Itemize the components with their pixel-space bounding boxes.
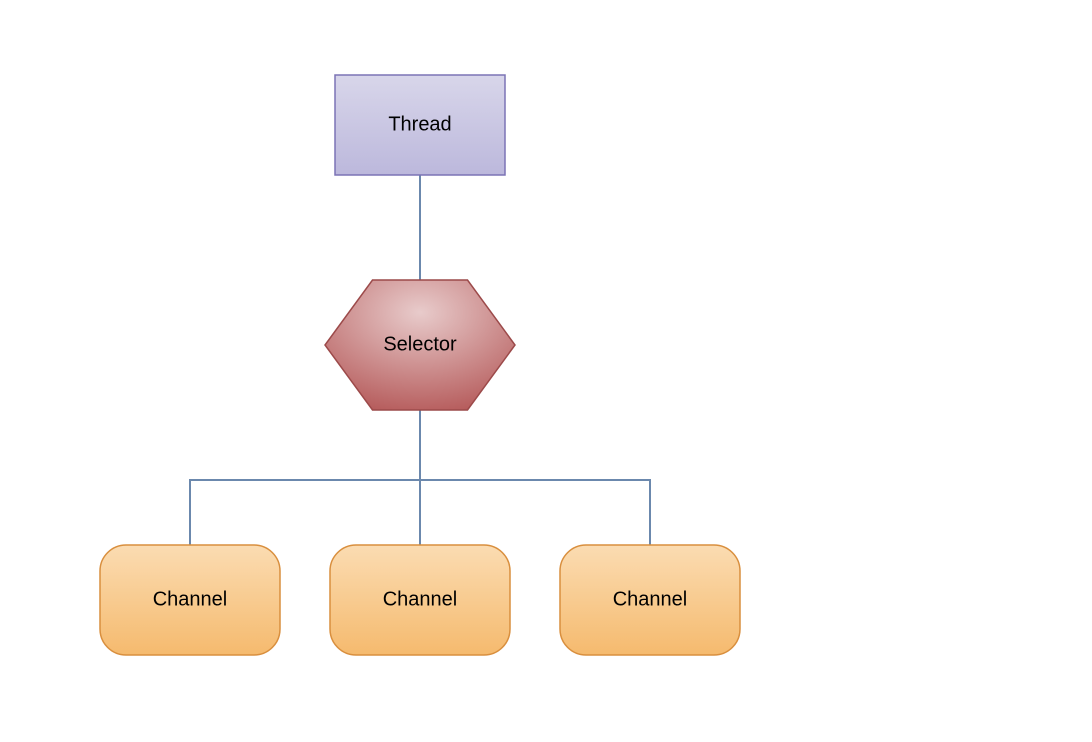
selector-node: Selector — [325, 280, 515, 410]
channel-node-1: Channel — [100, 545, 280, 655]
edge — [420, 410, 650, 545]
channel-label-3: Channel — [613, 588, 688, 610]
diagram-canvas: Thread Selector Channel Channel Channel — [0, 0, 1092, 742]
channel-label-1: Channel — [153, 588, 228, 610]
channel-label-2: Channel — [383, 588, 458, 610]
channel-node-3: Channel — [560, 545, 740, 655]
channel-node-2: Channel — [330, 545, 510, 655]
selector-label: Selector — [383, 333, 457, 355]
thread-label: Thread — [388, 113, 451, 135]
thread-node: Thread — [335, 75, 505, 175]
edge — [190, 410, 420, 545]
